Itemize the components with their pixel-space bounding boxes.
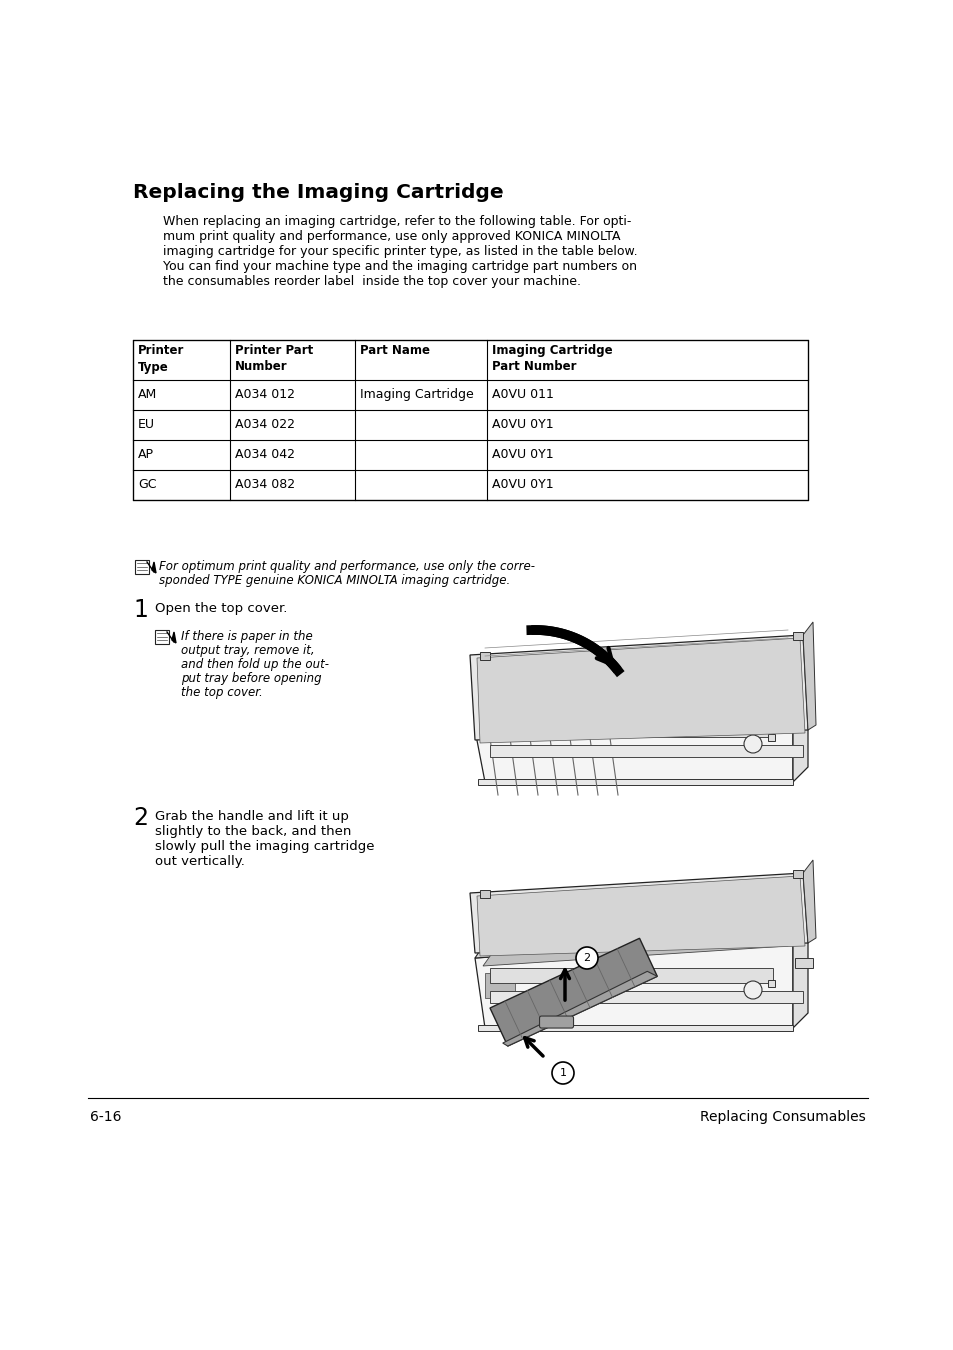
Text: A0VU 0Y1: A0VU 0Y1: [492, 448, 553, 460]
Polygon shape: [172, 632, 175, 643]
Bar: [794, 711, 812, 722]
Text: A034 082: A034 082: [234, 478, 294, 491]
Text: 1: 1: [132, 598, 148, 622]
Text: When replacing an imaging cartridge, refer to the following table. For opti-: When replacing an imaging cartridge, ref…: [163, 215, 631, 228]
Text: GC: GC: [138, 478, 156, 491]
Bar: [135, 560, 149, 574]
Text: For optimum print quality and performance, use only the corre-: For optimum print quality and performanc…: [159, 560, 535, 572]
Text: Part Name: Part Name: [359, 344, 430, 356]
Text: A034 042: A034 042: [234, 448, 294, 460]
Bar: [792, 632, 802, 640]
Circle shape: [552, 1062, 574, 1084]
Bar: [490, 745, 802, 757]
Text: Open the top cover.: Open the top cover.: [154, 602, 287, 616]
Bar: [792, 869, 802, 878]
Text: A0VU 0Y1: A0VU 0Y1: [492, 478, 553, 491]
Text: out vertically.: out vertically.: [154, 855, 245, 868]
Text: Imaging Cartridge
Part Number: Imaging Cartridge Part Number: [492, 344, 612, 374]
Text: EU: EU: [138, 418, 154, 431]
Circle shape: [743, 981, 761, 999]
Bar: [154, 630, 169, 644]
Polygon shape: [475, 695, 807, 730]
Polygon shape: [802, 860, 815, 944]
Polygon shape: [470, 634, 807, 740]
Text: and then fold up the out-: and then fold up the out-: [181, 657, 329, 671]
Polygon shape: [476, 876, 804, 956]
Text: slowly pull the imaging cartridge: slowly pull the imaging cartridge: [154, 840, 375, 853]
Text: put tray before opening: put tray before opening: [181, 672, 321, 684]
Bar: [490, 968, 772, 983]
Polygon shape: [475, 938, 792, 1027]
Bar: [767, 980, 774, 987]
Text: AP: AP: [138, 448, 153, 460]
Bar: [477, 779, 792, 784]
Text: the top cover.: the top cover.: [181, 686, 262, 699]
Text: A034 022: A034 022: [234, 418, 294, 431]
Text: A0VU 0Y1: A0VU 0Y1: [492, 418, 553, 431]
Polygon shape: [802, 622, 815, 730]
Circle shape: [743, 734, 761, 753]
Polygon shape: [490, 938, 657, 1046]
Text: mum print quality and performance, use only approved KONICA MINOLTA: mum print quality and performance, use o…: [163, 230, 619, 243]
Text: sponded TYPE genuine KONICA MINOLTA imaging cartridge.: sponded TYPE genuine KONICA MINOLTA imag…: [159, 574, 510, 587]
Polygon shape: [476, 639, 804, 742]
Bar: [767, 734, 774, 741]
Bar: [484, 973, 515, 998]
Text: A0VU 011: A0VU 011: [492, 387, 554, 401]
Bar: [477, 1025, 792, 1031]
Polygon shape: [482, 931, 801, 967]
Polygon shape: [502, 972, 657, 1046]
Polygon shape: [152, 562, 156, 572]
Bar: [490, 722, 772, 737]
Circle shape: [576, 946, 598, 969]
FancyBboxPatch shape: [539, 1017, 573, 1029]
Text: slightly to the back, and then: slightly to the back, and then: [154, 825, 351, 838]
Text: You can find your machine type and the imaging cartridge part numbers on: You can find your machine type and the i…: [163, 261, 637, 273]
Bar: [132, 340, 807, 500]
Text: If there is paper in the: If there is paper in the: [181, 630, 313, 643]
Text: 6-16: 6-16: [90, 1110, 121, 1125]
Text: 2: 2: [583, 953, 590, 963]
Bar: [490, 991, 802, 1003]
Text: Imaging Cartridge: Imaging Cartridge: [359, 387, 474, 401]
Polygon shape: [475, 710, 792, 782]
Bar: [794, 958, 812, 968]
Text: AM: AM: [138, 387, 157, 401]
Polygon shape: [470, 873, 807, 953]
Text: Replacing the Imaging Cartridge: Replacing the Imaging Cartridge: [132, 184, 503, 202]
Text: Grab the handle and lift it up: Grab the handle and lift it up: [154, 810, 349, 824]
Bar: [479, 890, 490, 898]
Text: imaging cartridge for your specific printer type, as listed in the table below.: imaging cartridge for your specific prin…: [163, 244, 637, 258]
Text: Printer Part
Number: Printer Part Number: [234, 344, 313, 374]
Text: 1: 1: [558, 1068, 566, 1079]
Bar: [479, 652, 490, 660]
Text: output tray, remove it,: output tray, remove it,: [181, 644, 314, 657]
Text: 2: 2: [132, 806, 148, 830]
Text: A034 012: A034 012: [234, 387, 294, 401]
Text: Printer
Type: Printer Type: [138, 344, 184, 374]
Text: the consumables reorder label  inside the top cover your machine.: the consumables reorder label inside the…: [163, 275, 580, 288]
Polygon shape: [792, 923, 807, 1027]
Polygon shape: [792, 695, 807, 782]
Polygon shape: [482, 703, 801, 738]
Polygon shape: [475, 923, 807, 958]
Text: Replacing Consumables: Replacing Consumables: [700, 1110, 865, 1125]
